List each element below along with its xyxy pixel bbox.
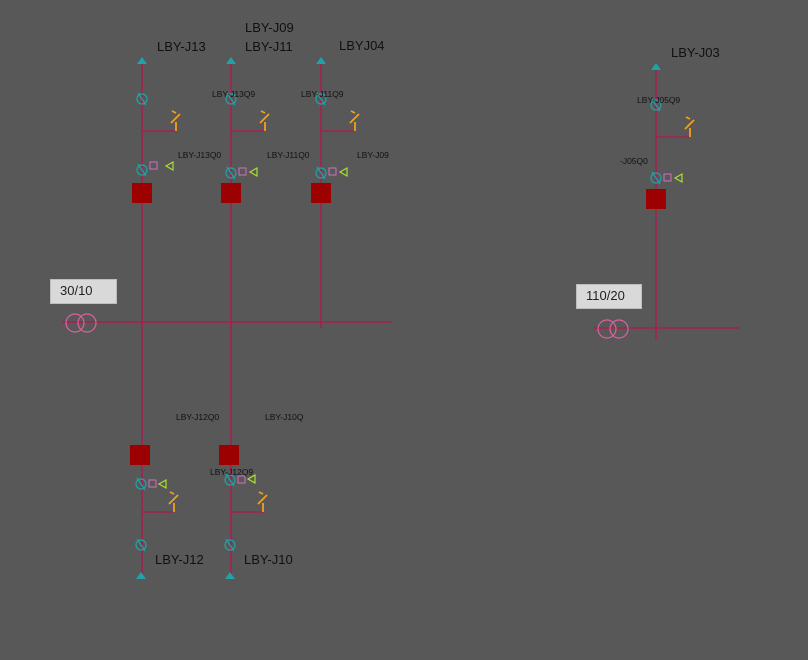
disconnector-label-j13q9: LBY-J13Q9 [212, 89, 255, 99]
feeder-lby-j03 [646, 63, 695, 339]
disconnector-switch-icon[interactable] [315, 166, 327, 180]
earth-switch-icon[interactable] [170, 110, 181, 131]
status-triangle-icon [246, 473, 256, 485]
disconnector-switch-icon[interactable] [136, 163, 148, 177]
status-triangle-icon [164, 160, 174, 172]
circuit-breaker[interactable] [219, 445, 239, 465]
disconnector-switch-icon[interactable] [225, 92, 237, 106]
feeder-lby-j11 [221, 57, 270, 576]
circuit-breaker[interactable] [221, 183, 241, 203]
disconnector-switch-icon[interactable] [224, 538, 236, 552]
status-square-icon [148, 479, 157, 488]
feeder-lbyj04 [311, 57, 360, 328]
outgoing-arrow-icon [137, 57, 147, 64]
transformer-right[interactable] [597, 319, 629, 339]
disconnector-switch-icon[interactable] [315, 92, 327, 106]
breaker-label-j10q: LBY-J10Q [265, 412, 304, 422]
circuit-breaker[interactable] [130, 445, 150, 465]
feeder-lby-j10 [219, 445, 268, 579]
status-triangle-icon [673, 172, 683, 184]
transformer-ratio-left: 30/10 [50, 279, 117, 304]
transformer-ratio-right: 110/20 [576, 284, 642, 309]
outgoing-arrow-icon [316, 57, 326, 64]
disconnector-label-j12q9: LBY-J12Q9 [210, 467, 253, 477]
outgoing-arrow-icon [226, 57, 236, 64]
earth-switch-icon[interactable] [684, 116, 695, 137]
feeder-name-j12: LBY-J12 [155, 552, 204, 567]
disconnector-switch-icon[interactable] [225, 166, 237, 180]
outgoing-arrow-icon [136, 572, 146, 579]
status-triangle-icon [338, 166, 348, 178]
breaker-label-j09: LBY-J09 [357, 150, 389, 160]
status-square-icon [328, 167, 337, 176]
earth-switch-icon[interactable] [257, 491, 268, 512]
status-square-icon [238, 167, 247, 176]
status-triangle-icon [248, 166, 258, 178]
outgoing-arrow-icon [651, 63, 661, 70]
status-triangle-icon [157, 478, 167, 490]
breaker-label-j05q0: -J05Q0 [620, 156, 648, 166]
disconnector-switch-icon[interactable] [650, 98, 662, 112]
status-square-icon [663, 173, 672, 182]
disconnector-label-j11q9: LBY-J11Q9 [301, 89, 344, 99]
feeder-name-j11: LBY-J11 [245, 39, 293, 54]
circuit-breaker[interactable] [311, 183, 331, 203]
feeder-name-j09: LBY-J09 [245, 20, 294, 35]
feeder-lby-j12 [130, 445, 179, 579]
earth-switch-icon[interactable] [168, 491, 179, 512]
circuit-breaker[interactable] [646, 189, 666, 209]
earth-switch-icon[interactable] [349, 110, 360, 131]
outgoing-arrow-icon [225, 572, 235, 579]
disconnector-switch-icon[interactable] [136, 92, 148, 106]
feeder-lby-j13 [132, 57, 181, 576]
breaker-label-j11q0: LBY-J11Q0 [267, 150, 310, 160]
feeder-name-j13: LBY-J13 [157, 39, 206, 54]
breaker-label-j13q0: LBY-J13Q0 [178, 150, 221, 160]
earth-switch-icon[interactable] [259, 110, 270, 131]
feeder-name-j10: LBY-J10 [244, 552, 293, 567]
circuit-breaker[interactable] [132, 183, 152, 203]
status-square-icon [237, 475, 246, 484]
disconnector-switch-icon[interactable] [224, 473, 236, 487]
disconnector-switch-icon[interactable] [650, 171, 662, 185]
disconnector-switch-icon[interactable] [135, 477, 147, 491]
breaker-label-j12q0: LBY-J12Q0 [176, 412, 219, 422]
disconnector-label-j05q9: LBY-J05Q9 [637, 95, 680, 105]
disconnector-switch-icon[interactable] [135, 538, 147, 552]
feeder-name-j04: LBYJ04 [339, 38, 385, 53]
status-square-icon [149, 161, 158, 170]
transformer-left[interactable] [65, 313, 97, 333]
feeder-name-j03: LBY-J03 [671, 45, 720, 60]
